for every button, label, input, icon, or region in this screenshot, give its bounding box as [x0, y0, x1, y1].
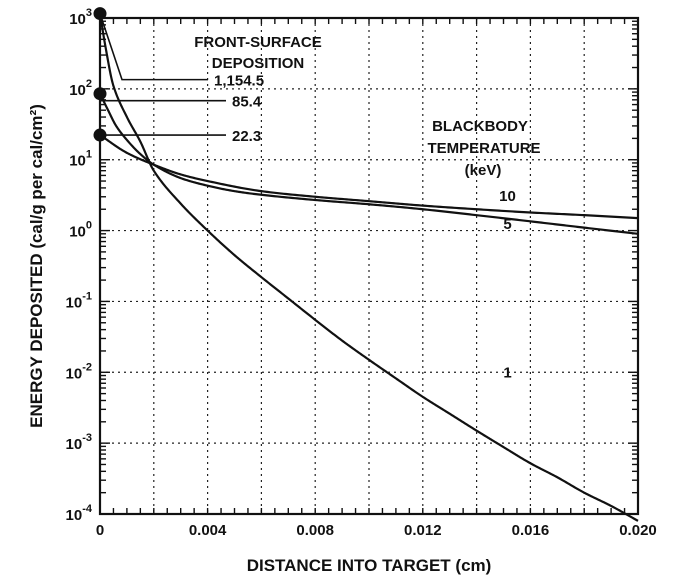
y-tick-label: 102 [69, 78, 92, 99]
y-tick-label: 103 [69, 7, 92, 28]
curve-label-10: 10 [499, 188, 516, 205]
x-tick-label: 0.016 [512, 522, 550, 539]
legend-title-line2: TEMPERATURE [427, 140, 540, 157]
grid [100, 18, 638, 514]
x-tick-label: 0.004 [189, 522, 227, 539]
y-tick-label: 10-2 [66, 361, 92, 382]
legend-title-line3: (keV) [465, 162, 502, 179]
y-tick-label: 10-3 [66, 432, 92, 453]
front-surface-value-label: 1,154.5 [214, 73, 264, 90]
series-line-10-kev [99, 134, 639, 220]
series-line-1-kev [98, 13, 639, 522]
plot-frame [98, 16, 640, 516]
front-surface-heading-line2: DEPOSITION [212, 55, 305, 72]
x-tick-label: 0 [96, 522, 104, 539]
y-tick-label: 101 [69, 149, 92, 170]
x-tick-label: 0.012 [404, 522, 442, 539]
front-surface-marker [93, 7, 107, 21]
x-tick-label: 0.020 [619, 522, 657, 539]
front-surface-value-label: 85.4 [232, 94, 262, 111]
x-axis-label: DISTANCE INTO TARGET (cm) [247, 556, 492, 575]
y-tick-label: 100 [69, 220, 92, 241]
y-tick-label: 10-4 [66, 503, 93, 524]
y-axis-label: ENERGY DEPOSITED (cal/g per cal/cm²) [27, 104, 46, 428]
x-tick-label: 0.008 [296, 522, 334, 539]
legend-title-line1: BLACKBODY [432, 118, 528, 135]
curve-label-1: 1 [503, 364, 511, 381]
y-tick-label: 10-1 [66, 290, 92, 311]
curve-label-5: 5 [503, 216, 511, 233]
front-surface-value-label: 22.3 [232, 128, 261, 145]
leader-line [99, 13, 208, 81]
front-surface-heading-line1: FRONT-SURFACE [194, 34, 322, 51]
annotations: FRONT-SURFACE DEPOSITION BLACKBODY TEMPE… [93, 7, 541, 381]
